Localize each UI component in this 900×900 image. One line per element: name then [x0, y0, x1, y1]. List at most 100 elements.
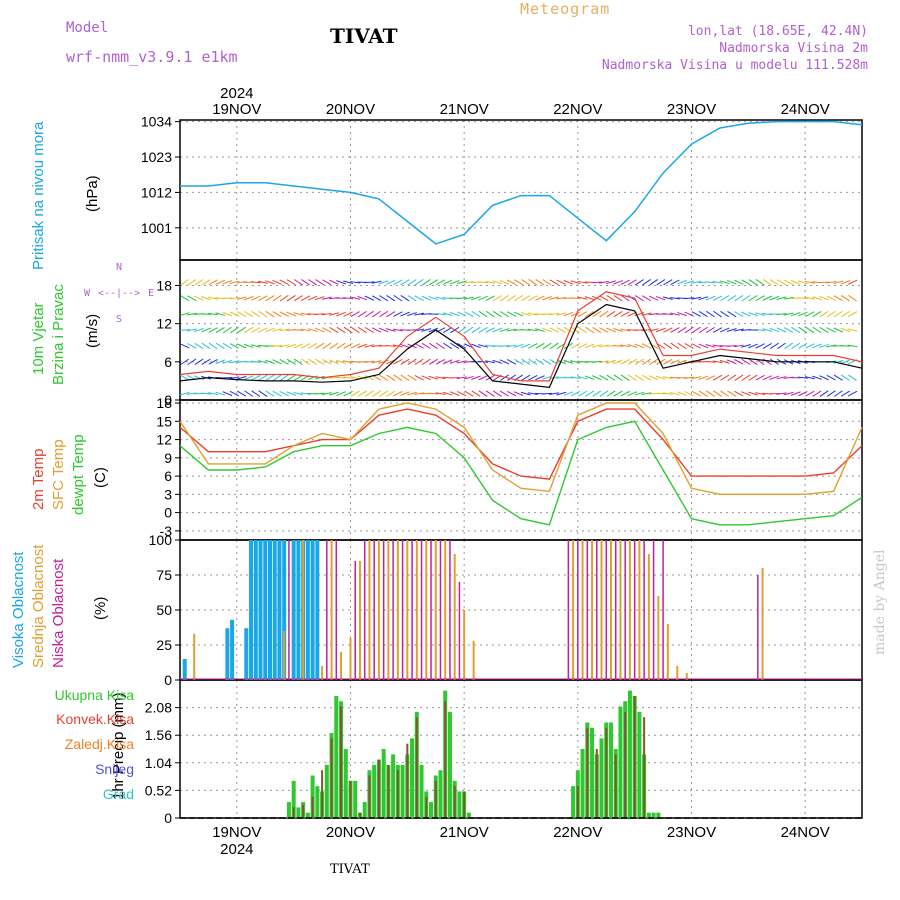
wind-barb [599, 327, 609, 333]
precip-tick-label: 0.52 [145, 782, 172, 798]
wind-barb [201, 313, 212, 315]
wind-barb [257, 360, 268, 364]
wind-barb [258, 295, 268, 302]
wind-barb [208, 312, 219, 316]
wind-barb [435, 376, 446, 380]
low-cloud-bar [458, 582, 461, 680]
wind-barb [599, 390, 609, 397]
model-label: Model [66, 20, 109, 36]
wind-barb [315, 279, 325, 286]
wind-barb [251, 295, 261, 301]
wind-barb [179, 391, 190, 396]
wind-barb [755, 312, 766, 316]
wind-barb [407, 312, 417, 317]
wind-barb [449, 311, 460, 317]
wind-barb [570, 280, 581, 285]
wind-barb [812, 311, 822, 318]
wind-barb [414, 312, 425, 316]
wind-barb [222, 391, 233, 397]
wind-barb [542, 327, 552, 333]
wind-barb [272, 311, 282, 318]
wind-barb [428, 296, 439, 301]
wind-barb [713, 390, 722, 397]
wind-barb [443, 327, 453, 333]
wind-barb [471, 343, 481, 349]
wind-barb [577, 390, 588, 397]
conv-rain-bar [586, 727, 589, 818]
wind-barb [286, 294, 296, 302]
total-rain-bar [372, 764, 377, 818]
pressure-panel-frame [179, 119, 863, 261]
wind-barb [187, 358, 197, 366]
wind-barb [393, 390, 403, 397]
wind-barb [641, 343, 652, 349]
wind-barb [734, 359, 744, 365]
wind-barb [293, 312, 304, 317]
wind-speed-line [179, 303, 863, 388]
wind-barb [627, 358, 637, 365]
mid-cloud-bar [368, 540, 371, 680]
wind-barb [741, 358, 751, 365]
wind-barb [840, 374, 850, 381]
wind-barb [457, 390, 467, 397]
wind-barb [719, 359, 730, 364]
wind-barb [322, 342, 332, 350]
bottom-day-label: 20NOV [326, 824, 375, 841]
wind-barb [791, 342, 801, 350]
low-cloud-bar [586, 540, 589, 680]
wind-barb [343, 343, 353, 349]
wind-barb [712, 344, 723, 348]
wind-barb [819, 310, 829, 318]
wind-barb [613, 390, 623, 397]
mid-cloud-bar [453, 554, 456, 680]
wind-barb [833, 280, 844, 285]
low-cloud-bar [411, 540, 413, 680]
wind-barb [186, 312, 197, 316]
wind-barb [705, 375, 716, 381]
wind-barb [570, 311, 581, 317]
mid-cloud-bar [666, 624, 669, 680]
wind-barb [662, 376, 673, 380]
wind-barb [634, 358, 644, 365]
wind-barb [229, 390, 240, 397]
wind-barb [641, 374, 652, 381]
wind-barb [308, 342, 318, 349]
wind-barb [372, 310, 381, 318]
wind-barb [514, 294, 524, 302]
sfc-temp-line [179, 402, 863, 495]
wind-barb [691, 343, 701, 349]
wind-barb [670, 342, 680, 350]
low-cloud-bar [449, 540, 451, 680]
wind-barb [598, 280, 609, 284]
wind-barb [421, 295, 432, 301]
wind-barb [428, 279, 438, 286]
wind-tick-label: 18 [156, 277, 172, 293]
wind-barb [805, 311, 815, 317]
wind-barb [662, 313, 673, 316]
wind-barb [258, 310, 268, 318]
wind-barb [357, 296, 368, 301]
wind-barb [719, 327, 730, 333]
wind-barb [279, 344, 290, 348]
wind-barb [620, 328, 631, 332]
wind-barb [194, 342, 204, 349]
wind-barb [734, 374, 744, 381]
wind-barb [343, 311, 353, 317]
wind-barb [713, 310, 722, 318]
conv-rain-bar [614, 754, 617, 818]
wind-barb [598, 360, 609, 364]
wind-barb [364, 360, 375, 363]
wind-barb [812, 326, 822, 334]
wind-barb [748, 311, 758, 317]
total-rain-bar [410, 738, 415, 818]
wind-barb [826, 295, 836, 301]
wind-barb [684, 342, 694, 349]
wind-barb [527, 392, 538, 396]
wind-barb [570, 342, 581, 349]
wind-barb [385, 344, 396, 347]
wind-barb [599, 374, 609, 381]
wind-barb [229, 376, 240, 380]
low-cloud-bar [288, 540, 290, 680]
conv-rain-bar [302, 804, 305, 818]
total-rain-bar [400, 764, 405, 818]
